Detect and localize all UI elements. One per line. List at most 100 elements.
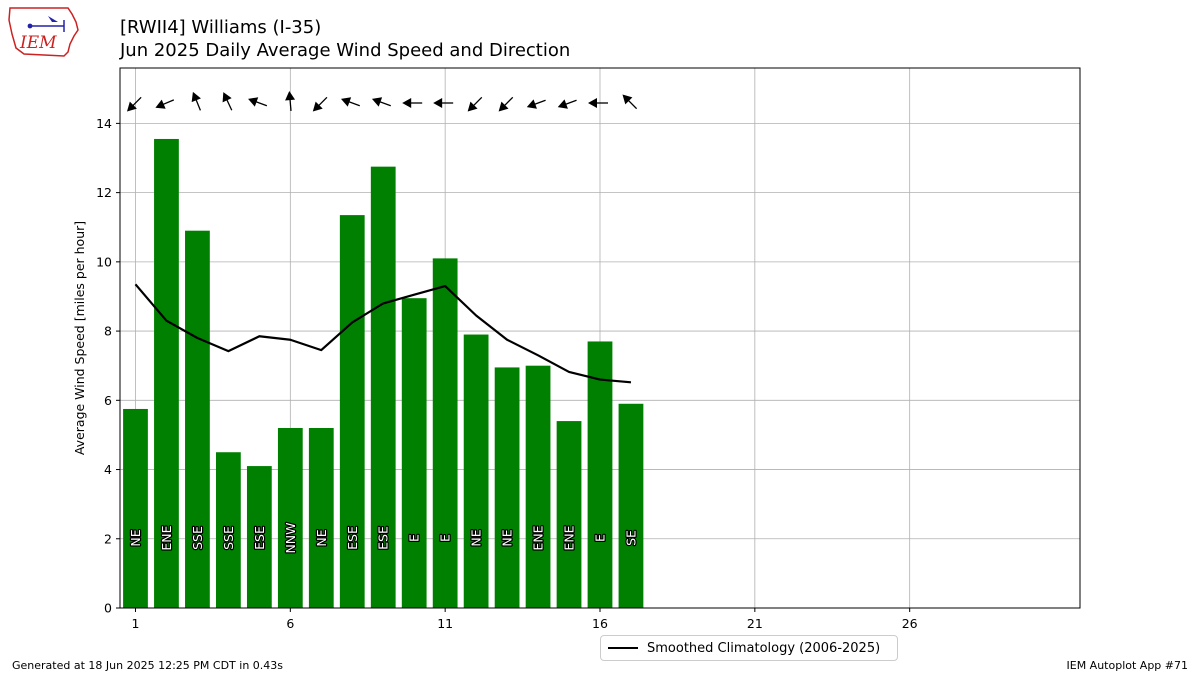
- x-tick-label: 1: [132, 616, 140, 631]
- direction-label: NE: [314, 529, 329, 546]
- direction-label: ENE: [531, 525, 546, 550]
- arrow-shaft: [225, 98, 233, 111]
- direction-label: NE: [469, 529, 484, 546]
- wind-direction-arrows: [126, 91, 638, 112]
- direction-label: SE: [623, 530, 638, 546]
- y-tick-label: 2: [104, 531, 112, 546]
- climatology-line-layer: [134, 283, 632, 384]
- arrow-shaft: [289, 97, 292, 112]
- bar-day-8: [339, 215, 365, 608]
- wind-arrow-icon: [371, 97, 391, 107]
- wind-arrow-icon: [248, 97, 268, 107]
- wind-arrow-icon: [402, 98, 423, 108]
- app-credit: IEM Autoplot App #71: [1066, 659, 1189, 672]
- wind-arrow-icon: [467, 96, 483, 112]
- wind-arrow-icon: [433, 98, 454, 108]
- arrow-head: [155, 99, 166, 109]
- bar-day-1: [123, 408, 148, 608]
- arrow-head: [526, 99, 537, 109]
- direction-label: E: [407, 534, 422, 542]
- chart-title-line-1: [RWII4] Williams (I-35): [120, 17, 322, 38]
- x-tick-label: 11: [437, 616, 453, 631]
- legend: Smoothed Climatology (2006-2025): [600, 635, 898, 661]
- arrow-shaft: [131, 96, 142, 107]
- y-tick-label: 6: [104, 393, 112, 408]
- arrow-shaft: [254, 100, 268, 107]
- wind-arrow-icon: [588, 98, 608, 108]
- bar-day-16: [587, 341, 613, 608]
- wind-arrow-icon: [340, 97, 360, 107]
- bar-day-7: [308, 428, 334, 608]
- y-tick-label: 4: [104, 462, 112, 477]
- arrow-shaft: [533, 99, 546, 106]
- bar-day-4: [216, 452, 241, 608]
- bar-day-15: [556, 421, 582, 608]
- wind-arrow-icon: [222, 92, 233, 111]
- wind-arrow-icon: [526, 99, 546, 109]
- arrow-head: [340, 97, 352, 107]
- wind-arrow-icon: [622, 94, 638, 110]
- arrow-shaft: [503, 96, 514, 107]
- bar-day-3: [185, 230, 210, 608]
- arrow-head: [312, 101, 323, 112]
- chart-title-line-2: Jun 2025 Daily Average Wind Speed and Di…: [120, 40, 571, 61]
- wind-arrow-icon: [191, 91, 202, 111]
- arrow-shaft: [194, 98, 202, 111]
- direction-label: ENE: [562, 525, 577, 550]
- arrow-head: [588, 98, 597, 108]
- x-tick-label: 21: [747, 616, 763, 631]
- bar-day-10: [401, 298, 427, 608]
- bar-day-2: [154, 138, 179, 608]
- y-axis-label: Average Wind Speed [miles per hour]: [72, 221, 87, 455]
- arrow-head: [248, 97, 259, 107]
- logo-text: IEM: [19, 33, 57, 53]
- legend-label: Smoothed Climatology (2006-2025): [647, 640, 881, 656]
- direction-label: NE: [500, 529, 515, 546]
- bar-day-14: [525, 365, 551, 608]
- x-tick-label: 16: [592, 616, 608, 631]
- bar-day-9: [370, 166, 396, 608]
- arrow-head: [498, 101, 509, 112]
- arrow-shaft: [161, 99, 175, 106]
- arrow-head: [433, 98, 443, 108]
- direction-label: E: [593, 534, 608, 542]
- direction-label: ENE: [159, 525, 174, 550]
- wind-arrow-icon: [155, 99, 175, 109]
- arrow-shaft: [317, 96, 328, 107]
- arrow-head: [402, 98, 412, 108]
- bar-day-6: [277, 428, 303, 608]
- direction-label: SSE: [190, 526, 205, 550]
- arrow-head: [371, 97, 383, 107]
- y-tick-label: 12: [96, 185, 112, 200]
- direction-label: NE: [128, 529, 143, 546]
- y-tick-label: 8: [104, 324, 112, 339]
- arrow-head: [557, 99, 568, 109]
- wind-arrow-icon: [498, 96, 514, 112]
- direction-label: SSE: [221, 526, 236, 550]
- y-tick-label: 14: [96, 116, 112, 131]
- wind-arrow-icon: [126, 96, 142, 112]
- arrow-head: [467, 101, 478, 112]
- direction-label: E: [438, 534, 453, 542]
- y-tick-label: 0: [104, 601, 112, 616]
- arrow-shaft: [626, 99, 638, 110]
- y-tick-label: 10: [96, 254, 112, 269]
- bar-day-13: [494, 367, 520, 608]
- generated-timestamp: Generated at 18 Jun 2025 12:25 PM CDT in…: [12, 659, 284, 672]
- direction-labels: NE ENE SSE SSE ESE NNW NE ESE ESE E E NE NE ENE ENE E SE: [127, 521, 640, 554]
- bar-day-11: [432, 258, 458, 608]
- bars: [123, 138, 644, 608]
- arrow-head: [191, 91, 201, 103]
- wind-arrow-icon: [312, 96, 328, 112]
- arrow-head: [622, 94, 633, 105]
- arrow-shaft: [378, 100, 391, 107]
- legend-line-swatch: [608, 647, 638, 649]
- bar-day-5: [246, 466, 272, 608]
- iowa-state-outline-icon: [8, 7, 79, 57]
- arrow-shaft: [564, 99, 577, 106]
- climatology-line: [134, 283, 632, 384]
- arrow-shaft: [347, 100, 360, 107]
- x-tick-label: 6: [286, 616, 294, 631]
